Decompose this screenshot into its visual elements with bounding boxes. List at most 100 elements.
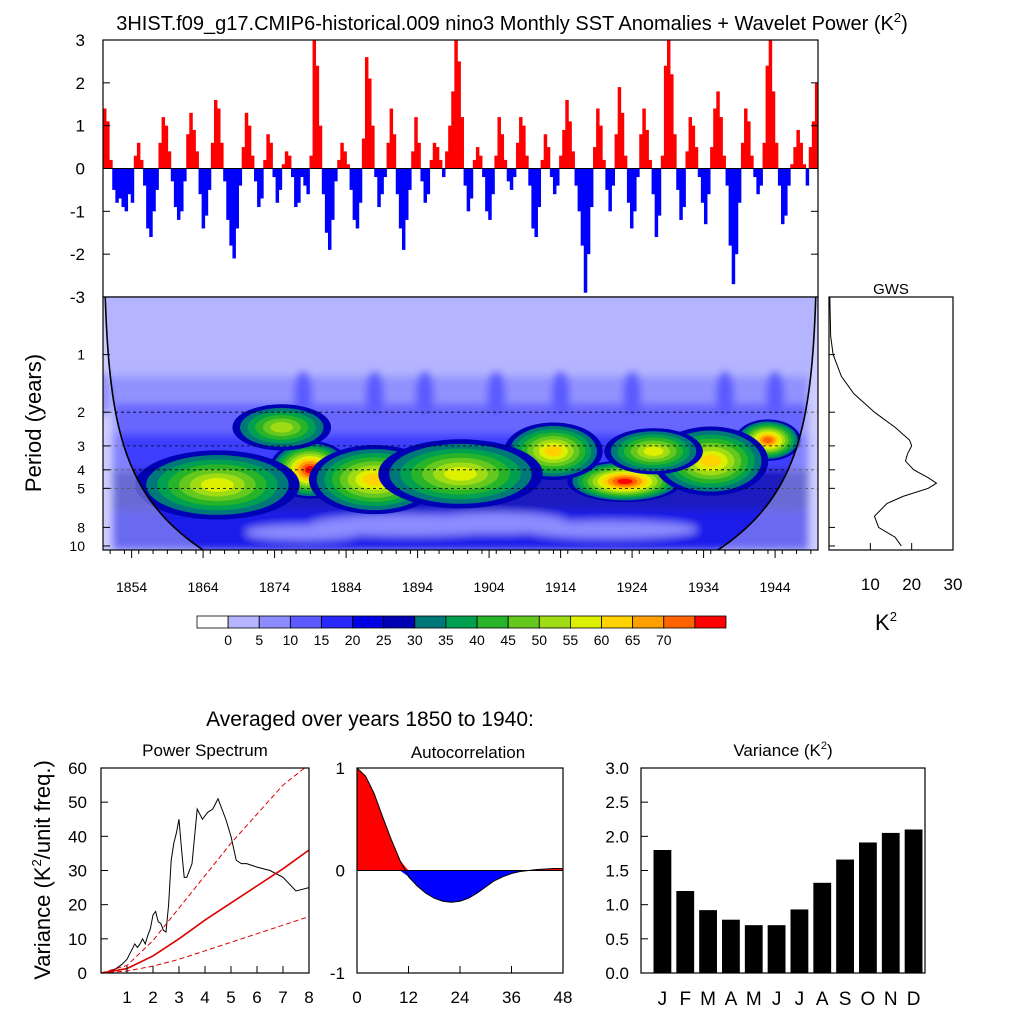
sst-bar [522,125,526,169]
sst-bar [130,168,135,203]
sst-bar [176,168,181,220]
sst-y-tick-label: 1 [76,117,85,136]
colorbar-swatch [663,615,696,629]
sst-bar [540,159,545,169]
sst-bar [756,168,760,195]
sst-bar [213,99,218,169]
colorbar-swatch [632,615,665,629]
colorbar-label: 10 [283,632,299,648]
colorbar-swatch [258,615,291,629]
variance-y-tick-label: 3.0 [605,759,629,778]
sst-bar [392,134,397,169]
sst-bar [164,125,169,169]
sst-bar [793,147,797,169]
sst-bar [787,168,791,186]
cone-shade-left [103,297,204,550]
colorbar-label: 50 [532,632,548,648]
gws-xlabel: K2 [875,609,897,635]
sst-bar [232,168,236,259]
sst-bar [753,168,757,178]
sst-bar [303,168,307,186]
sst-bar [438,159,443,169]
colorbar-label: 5 [255,632,263,648]
variance-bar [881,832,900,973]
spectrum-series-red-dashed [101,916,309,973]
wavelet-x-tick-label: 1924 [617,579,648,595]
variance-category-label: M [700,989,716,1010]
variance-bar [904,829,923,973]
sst-bar [639,134,643,169]
sst-bar [497,117,501,169]
sst-bar [149,168,153,238]
wavelet-spike [716,371,735,416]
sst-bar [614,134,619,169]
sst-bar [445,151,449,169]
sst-bar [549,168,554,178]
sst-bar [593,147,597,169]
variance-bar [836,859,854,973]
sst-bar [386,142,391,169]
sst-bar [719,117,723,169]
sst-bar [346,164,350,169]
spectrum-body [101,768,309,973]
variance-panel: J F M A M J J A S O N D0.00.51.01.52.02.53.0Varianc… [605,740,926,1010]
sst-bar [651,168,656,195]
spectrum-frame [100,767,310,974]
variance-bar [722,919,740,973]
sst-bar [626,168,631,203]
sst-bar [401,168,406,250]
variance-category-label: S [839,989,852,1010]
colorbar-swatch [538,615,571,629]
sst-bar [469,168,474,199]
colorbar-swatch [227,615,260,629]
autocorr-y-tick-label: 0 [336,862,345,881]
sst-bar [737,168,742,203]
wavelet-hotspot [200,478,234,492]
sst-bar [478,155,483,169]
sst-bar [682,168,686,208]
variance-category-label: D [907,989,921,1010]
sst-bar [124,168,129,212]
sst-bar [759,168,763,186]
sst-bar [559,155,563,169]
spectrum-ylabel-main: Variance (K [30,866,55,980]
sst-bar [318,125,323,169]
sst-bar [648,159,652,169]
sst-bar [740,142,745,169]
sst-bar [377,168,381,208]
autocorr-x-tick-label: 36 [502,988,521,1007]
wavelet-x-tick-label: 1944 [760,579,791,595]
colorbar-swatch [289,615,322,629]
sst-bar [528,168,532,186]
sst-bar [611,168,615,186]
sst-bar [170,168,175,182]
sst-bar [636,168,640,178]
sst-bar [414,117,418,169]
wavelet-spike [415,371,434,416]
sst-bar [596,108,600,169]
sst-bar [556,168,560,186]
sst-bar [226,168,230,220]
sst-bar [244,112,249,169]
spectrum-x-tick-label: 5 [226,988,235,1007]
variance-bar [767,925,786,973]
sst-bar [673,134,677,169]
wavelet-spike [365,371,384,416]
sst-bar [241,147,246,169]
wavelet-hotspot [700,454,721,468]
sst-bar [361,138,366,169]
variance-category-label: O [861,989,876,1010]
autocorr-x-tick-label: 12 [399,988,418,1007]
sst-bar [589,168,594,208]
sst-bar [278,168,283,190]
sst-bar [500,134,505,169]
sst-bar [451,91,455,169]
sst-bar [417,142,421,169]
variance-category-label: J [795,989,805,1010]
cone-of-influence-left [104,297,204,550]
gws-title: GWS [873,281,909,298]
sst-bar [146,168,150,229]
sst-bar [294,168,298,208]
sst-bar [475,147,480,169]
